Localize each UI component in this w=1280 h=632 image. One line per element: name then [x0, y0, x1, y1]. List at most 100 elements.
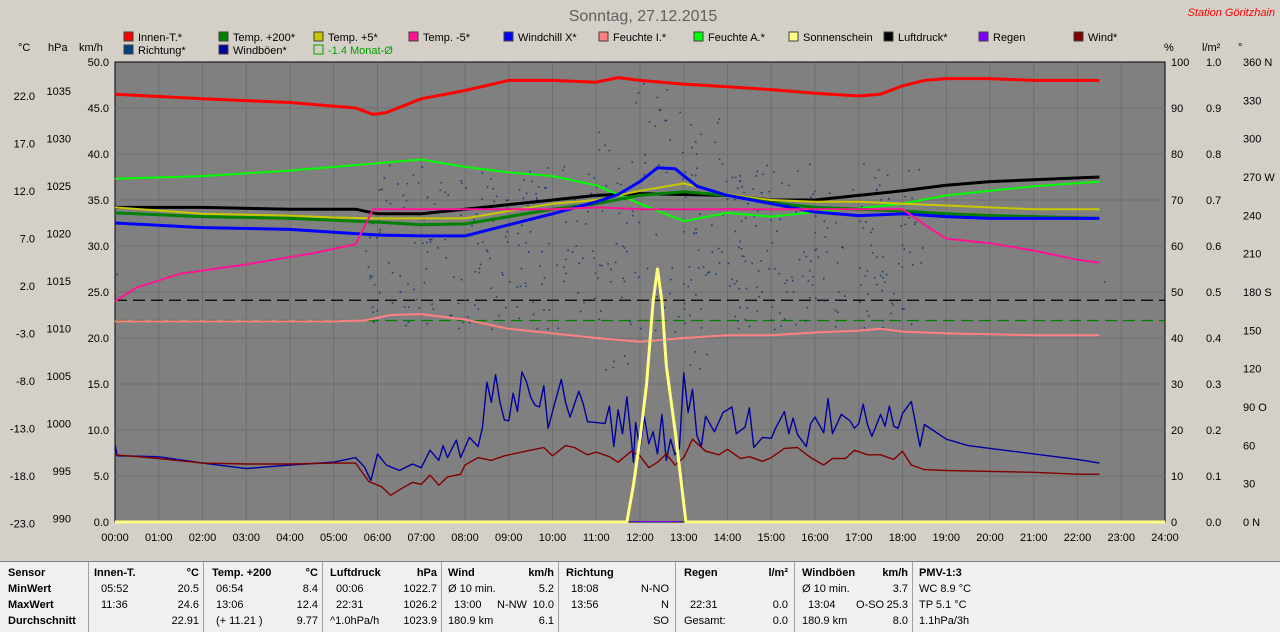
direction-dot — [622, 277, 625, 280]
tick-label-pressure: 1010 — [47, 324, 71, 336]
tick-label-time: 15:00 — [757, 532, 785, 544]
direction-dot — [910, 323, 913, 326]
pmv-windchill: WC 8.9 °C — [919, 583, 972, 595]
temp200-header: Temp. +200 — [212, 567, 272, 579]
tick-label-pressure: 1015 — [47, 276, 71, 288]
direction-dot — [693, 232, 695, 235]
statistics-table: Sensor MinWert MaxWert Durchschnitt Inne… — [0, 561, 1280, 632]
tick-label-temp: -8.0 — [16, 376, 35, 388]
direction-dot — [717, 247, 720, 250]
direction-dot — [415, 298, 418, 301]
tick-label-time: 10:00 — [539, 532, 567, 544]
direction-dot — [407, 321, 410, 323]
unit-percent: % — [1164, 42, 1174, 54]
tick-label-temp: -3.0 — [16, 329, 35, 341]
direction-dot — [756, 310, 759, 313]
tick-label-pressure: 990 — [53, 514, 71, 526]
direction-dot — [618, 167, 620, 170]
druck-unit: hPa — [416, 567, 437, 579]
direction-dot — [783, 318, 786, 320]
direction-dot — [739, 306, 742, 309]
direction-dot — [696, 167, 698, 170]
direction-dot — [863, 326, 866, 329]
direction-dot — [525, 241, 527, 244]
direction-dot — [440, 181, 443, 184]
direction-dot — [823, 300, 826, 302]
direction-dot — [882, 276, 884, 279]
wind-max-time: 13:00 — [454, 599, 482, 611]
temp200-min-time: 06:54 — [216, 583, 244, 595]
direction-dot — [498, 314, 500, 317]
direction-dot — [664, 119, 667, 122]
direction-dot — [913, 223, 916, 225]
direction-dot — [628, 320, 631, 323]
direction-dot — [525, 285, 527, 288]
tick-label-rain: 0.4 — [1206, 333, 1221, 345]
direction-dot — [417, 182, 420, 184]
druck-max-value: 1026.2 — [403, 599, 437, 611]
direction-dot — [806, 306, 809, 309]
direction-dot — [694, 174, 697, 177]
direction-dot — [631, 161, 634, 163]
col-luftdruck: Luftdruck hPa 00:06 22:31 ^1.0hPa/h 1022… — [323, 562, 442, 632]
direction-dot — [791, 279, 794, 282]
direction-dot — [835, 299, 838, 301]
direction-dot — [739, 174, 742, 177]
direction-dot — [834, 222, 837, 224]
richtung-header: Richtung — [566, 567, 614, 579]
direction-dot — [727, 262, 730, 265]
wind-avg-label: Ø 10 min. — [448, 583, 496, 595]
direction-dot — [536, 327, 539, 330]
direction-dot — [433, 203, 436, 205]
tick-label-time: 18:00 — [889, 532, 917, 544]
direction-dot — [654, 329, 657, 332]
direction-dot — [903, 308, 905, 310]
direction-dot — [399, 274, 402, 277]
direction-dot — [669, 139, 672, 141]
legend-label: Temp. -5* — [423, 32, 471, 44]
direction-dot — [486, 186, 489, 188]
direction-dot — [530, 180, 533, 183]
direction-dot — [708, 271, 711, 273]
direction-dot — [702, 266, 705, 268]
direction-dot — [430, 238, 433, 241]
direction-dot — [757, 209, 759, 212]
direction-dot — [596, 186, 598, 188]
series-line — [115, 313, 1100, 343]
row-label-min: MinWert — [8, 583, 52, 595]
direction-dot — [481, 172, 484, 174]
tick-label-time: 09:00 — [495, 532, 523, 544]
tick-label-wind: 5.0 — [94, 471, 109, 483]
richtung-avg-value: SO — [653, 615, 669, 627]
direction-dot — [612, 366, 615, 369]
legend-swatch — [123, 44, 134, 55]
direction-dot — [695, 231, 698, 234]
direction-dot — [695, 294, 697, 296]
direction-dot — [379, 228, 382, 231]
wind-mean-value: 6.1 — [538, 615, 554, 627]
legend-label: Innen-T.* — [138, 32, 183, 44]
direction-dot — [616, 182, 619, 185]
direction-dot — [768, 190, 770, 193]
direction-dot — [791, 276, 793, 278]
tick-label-pressure: 1025 — [47, 181, 71, 193]
direction-dot — [752, 188, 754, 190]
direction-dot — [834, 309, 837, 312]
direction-dot — [824, 236, 827, 238]
direction-dot — [369, 277, 372, 280]
direction-dot — [744, 217, 747, 219]
direction-dot — [691, 174, 693, 176]
unit-rain: l/m² — [1202, 42, 1221, 54]
direction-dot — [539, 265, 541, 268]
direction-dot — [888, 197, 890, 200]
direction-dot — [911, 197, 913, 200]
direction-dot — [822, 277, 825, 280]
direction-dot — [599, 264, 601, 266]
direction-dot — [563, 165, 566, 168]
wind-max-value: 10.0 — [532, 599, 554, 611]
direction-dot — [378, 189, 381, 191]
direction-dot — [557, 327, 560, 330]
direction-dot — [548, 242, 550, 245]
legend-label: Temp. +200* — [233, 32, 296, 44]
tick-label-time: 08:00 — [451, 532, 479, 544]
